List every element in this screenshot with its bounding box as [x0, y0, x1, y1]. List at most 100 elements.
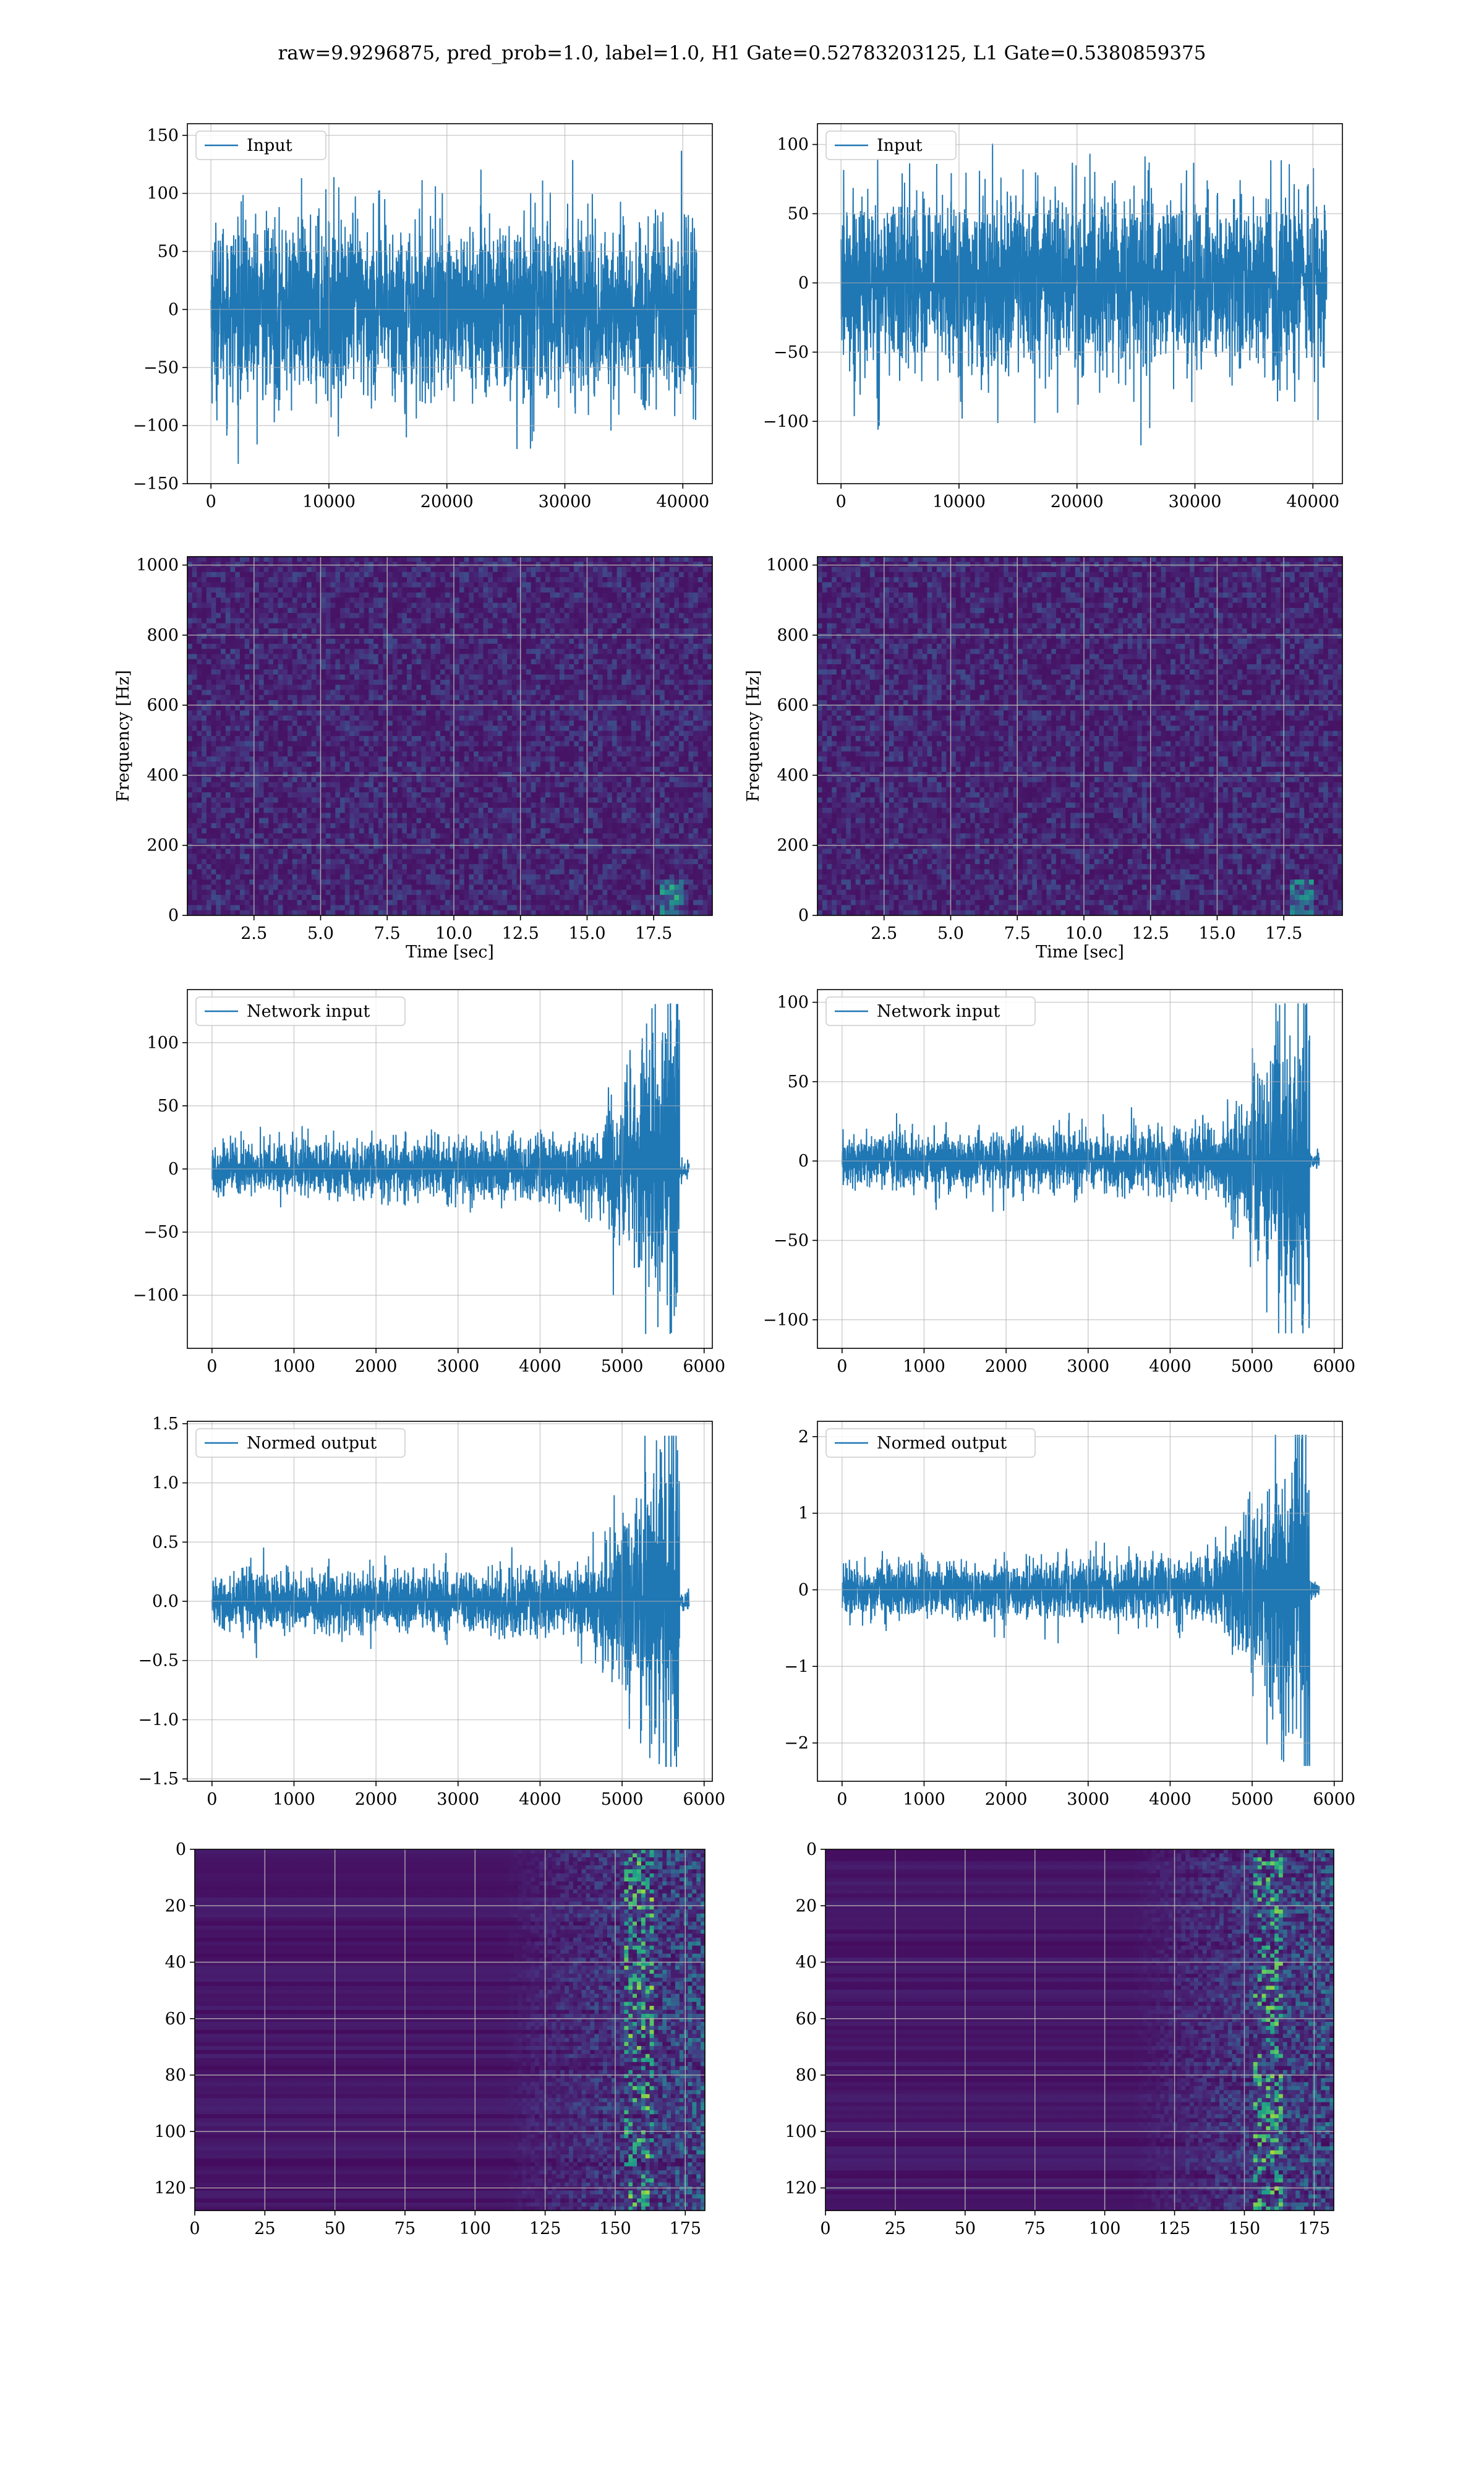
y-tick-label: 60	[796, 2010, 817, 2029]
x-tick-label: 5.0	[307, 924, 334, 943]
series-line	[211, 1003, 690, 1334]
x-tick-label: 25	[254, 2219, 275, 2238]
heatmap-cells	[195, 1849, 706, 2211]
y-tick-label: −1.5	[138, 1770, 179, 1789]
chart-p41: 0 25 50 75 100 125 150 175 0 20 40 60 80 100 120	[785, 1840, 1334, 2238]
x-tick-label: 6000	[1313, 1357, 1355, 1376]
heatmap-cells	[825, 1849, 1334, 2211]
axes-frame	[817, 989, 1343, 1349]
x-tick-label: 5.0	[937, 924, 964, 943]
legend-label: Normed output	[877, 1434, 1007, 1453]
series-line	[210, 150, 697, 464]
y-tick-label: 80	[796, 2066, 817, 2085]
x-tick-label: 40000	[656, 492, 709, 511]
y-axis-label: Frequency [Hz]	[744, 670, 763, 802]
y-tick-label: 50	[788, 205, 809, 224]
y-tick-label: 50	[158, 1097, 179, 1116]
chart-p01: 0 10000 20000 30000 40000 −100 −50 0 50 100 Input	[763, 123, 1343, 511]
x-tick-label: 125	[1159, 2219, 1191, 2238]
series-line	[841, 1003, 1320, 1333]
grid	[194, 1849, 705, 2211]
x-tick-label: 4000	[519, 1357, 561, 1376]
y-tick-label: 1000	[136, 556, 179, 575]
y-tick-label: 1.5	[152, 1415, 179, 1434]
x-tick-label: 75	[394, 2219, 416, 2238]
legend-label: Input	[877, 136, 923, 155]
y-tick-label: 200	[777, 836, 809, 855]
y-tick-label: 100	[147, 1034, 179, 1053]
x-tick-label: 0	[206, 492, 216, 511]
series-line	[211, 1436, 690, 1767]
x-tick-label: 30000	[1169, 492, 1222, 511]
y-tick-label: 100	[154, 2122, 186, 2141]
grid	[187, 990, 712, 1348]
y-tick-label: 1	[798, 1504, 809, 1523]
axes-frame	[825, 1849, 1334, 2211]
x-tick-label: 3000	[437, 1790, 479, 1809]
y-tick-label: 50	[158, 242, 179, 262]
y-tick-label: −50	[774, 1231, 809, 1250]
x-tick-label: 75	[1025, 2219, 1046, 2238]
y-tick-label: 40	[796, 1953, 817, 1972]
x-tick-label: 150	[599, 2219, 631, 2238]
x-tick-label: 10.0	[1065, 924, 1102, 943]
grid	[187, 124, 712, 484]
x-tick-label: 4000	[1149, 1357, 1192, 1376]
legend: Normed output	[825, 1428, 1036, 1458]
y-tick-label: 1.0	[152, 1474, 179, 1493]
chart-p11: 2.5 5.0 7.5 10.0 12.5 15.0 17.5 0 200 400 600 800 10…	[744, 556, 1343, 962]
x-tick-label: 2.5	[871, 924, 897, 943]
x-tick-label: 5000	[1231, 1790, 1274, 1809]
chart-p30: 0 1000 2000 3000 4000 5000 6000 −1.5 −1.0 −0.5 0.0…	[138, 1415, 725, 1809]
axes-frame	[817, 123, 1343, 484]
x-tick-label: 15.0	[568, 924, 605, 943]
y-tick-label: 100	[777, 993, 809, 1012]
y-tick-label: 100	[785, 2122, 817, 2141]
chart-p10: 2.5 5.0 7.5 10.0 12.5 15.0 17.5 0 200 400 600 800 10…	[114, 556, 713, 962]
x-tick-label: 25	[885, 2219, 906, 2238]
x-tick-label: 0	[820, 2219, 830, 2238]
y-tick-label: 0	[798, 906, 809, 925]
y-tick-label: −150	[133, 474, 179, 494]
grid	[817, 990, 1342, 1348]
x-tick-label: 20000	[420, 492, 474, 511]
x-tick-label: 175	[669, 2219, 701, 2238]
heatmap-cells	[187, 557, 713, 916]
y-tick-label: −50	[774, 343, 809, 362]
x-tick-label: 1000	[903, 1790, 945, 1809]
y-tick-label: 50	[788, 1072, 809, 1092]
x-tick-label: 2000	[985, 1790, 1028, 1809]
y-tick-label: 0	[168, 1160, 179, 1179]
x-tick-label: 50	[955, 2219, 976, 2238]
chart-p21: 0 1000 2000 3000 4000 5000 6000 −100 −50 0 50 100 Ne…	[763, 989, 1355, 1376]
grid	[187, 557, 712, 916]
y-tick-label: −1.0	[138, 1710, 179, 1729]
y-tick-label: 40	[165, 1953, 186, 1972]
x-tick-label: 7.5	[374, 924, 401, 943]
chart-p31: 0 1000 2000 3000 4000 5000 6000 −2 −1 0 1 2 Normed o…	[784, 1421, 1355, 1809]
y-tick-label: −100	[133, 1286, 179, 1305]
x-tick-label: 2000	[355, 1357, 398, 1376]
chart-p40: 0 25 50 75 100 125 150 175 0 20 40 60 80 100 120	[154, 1840, 706, 2238]
axes-frame	[187, 123, 713, 484]
y-tick-label: 0	[168, 906, 179, 925]
y-tick-label: 0	[176, 1840, 186, 1859]
y-tick-label: 0	[798, 1152, 809, 1171]
axes-frame	[194, 1849, 706, 2211]
y-tick-label: −0.5	[138, 1651, 179, 1671]
x-tick-label: 5000	[601, 1357, 644, 1376]
x-tick-label: 0	[207, 1790, 217, 1809]
x-tick-label: 1000	[273, 1790, 315, 1809]
x-tick-label: 175	[1298, 2219, 1331, 2238]
x-tick-label: 0	[207, 1357, 217, 1376]
y-axis-label: Frequency [Hz]	[114, 670, 133, 802]
x-tick-label: 150	[1229, 2219, 1261, 2238]
y-tick-label: 2	[798, 1427, 809, 1447]
y-tick-label: 0	[806, 1840, 817, 1859]
axes-frame	[817, 556, 1343, 916]
x-tick-label: 4000	[519, 1790, 561, 1809]
y-tick-label: −50	[143, 358, 179, 377]
y-tick-label: 20	[165, 1896, 186, 1915]
x-tick-label: 6000	[1313, 1790, 1355, 1809]
